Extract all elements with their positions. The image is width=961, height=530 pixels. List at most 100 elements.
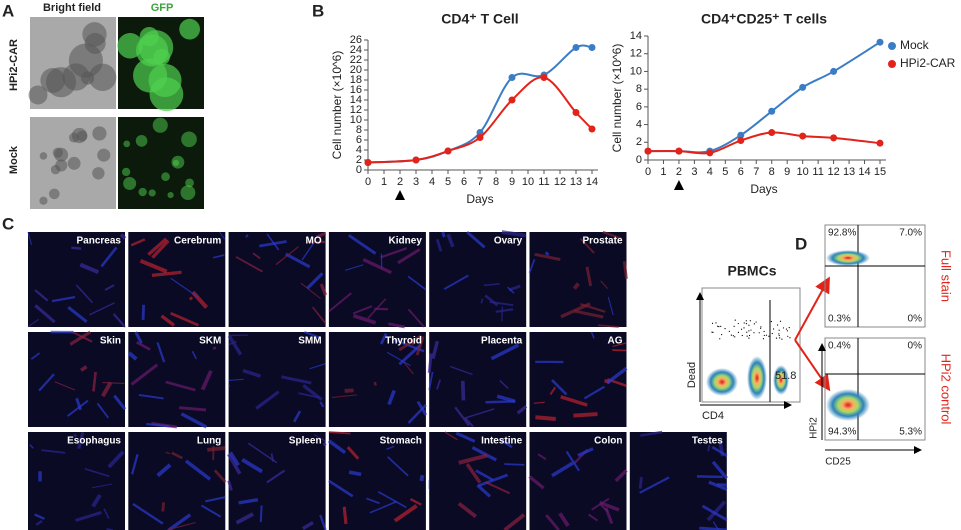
data-point [830,67,838,75]
tissue-stain [342,506,348,525]
tissue-stain [640,430,663,437]
tissue-stain [464,408,495,419]
event [737,322,739,325]
cell-cluster [54,147,69,162]
density [773,365,789,395]
series-line [648,41,881,154]
tissue-stain [252,252,261,260]
tissue-stain [701,504,728,522]
tissue-stain [309,363,326,370]
tissue-image: Pancreas [27,231,127,328]
tissue-stain [638,476,643,489]
tissue-stain [259,505,263,523]
tissue-stain [352,314,377,325]
event [782,327,785,329]
tissue-label: Thyroid [385,336,422,347]
tissue-stain [130,238,146,247]
x-tick-label: 12 [554,176,566,188]
tissue-stain [407,308,425,328]
tissue-image: Colon [528,432,628,530]
cell-cluster [180,185,196,201]
tissue-stain [238,498,259,505]
tissue-stain [91,483,113,489]
x-tick-label: 13 [843,166,855,178]
row-label: HPi2-CAR [8,39,20,91]
panel-label: C [2,214,14,233]
data-point [572,109,580,116]
tissue-image: MO [228,231,328,327]
data-point [476,129,484,136]
event [749,320,751,322]
image-bg [28,332,125,427]
tissue-stain [528,258,536,274]
tissue-stain [38,373,55,392]
tissue-stain [107,450,125,469]
tissue-stain [77,431,85,450]
x-tick-label: 9 [784,166,790,178]
tissue-stain [281,375,312,385]
tissue-stain [170,311,199,327]
tissue-stain [388,322,405,329]
tissue-stain [605,366,628,385]
tissue-stain [235,512,254,525]
event [721,333,723,336]
data-point [508,96,516,104]
tissue-stain [166,521,196,530]
tissue-image: SKM [127,331,226,429]
tissue-stain [597,324,619,328]
quadrant-value: 7.0% [899,228,922,239]
tissue-stain [29,444,34,449]
tissue-stain [600,280,609,289]
tissue-stain [84,468,110,478]
y-tick-label: 14 [630,30,642,42]
tissue-stain [490,343,520,361]
tissue-stain [306,272,324,290]
event [720,325,722,328]
y-tick-label: 0 [356,164,362,176]
image-bg [128,432,226,530]
tissue-stain [328,431,351,435]
event [711,331,713,333]
tissue-stain [241,457,264,474]
data-point [737,137,745,145]
tissue-image: Esophagus [28,431,125,530]
data-point [412,156,420,164]
tissue-stain [147,237,168,256]
x-tick-label: 10 [797,166,809,178]
data-point [830,134,838,142]
tissue-stain [138,393,164,400]
event [741,334,743,337]
image-bg [328,432,426,530]
tissue-stain [212,346,217,351]
tissue-stain [179,406,207,412]
tissue-stain [146,422,170,428]
event [730,334,733,336]
y-tick-label: 26 [350,34,362,46]
tissue-stain [393,504,418,523]
tissue-stain [34,304,56,324]
tissue-image: Stomach [327,431,426,530]
image-bg [228,432,326,530]
x-tick-label: 12 [827,166,839,178]
tissue-stain [579,238,595,254]
data-point [675,147,683,155]
tissue-stain [184,459,212,481]
tissue-stain [544,251,550,257]
data-point [444,147,452,155]
event [750,329,752,331]
y-axis-label: Cell number (×10^6) [330,51,344,160]
data-point [876,139,884,147]
event [779,320,782,322]
chart-title: CD4⁺CD25⁺ T cells [701,11,827,27]
tissue-image: SMM [227,331,326,427]
tissue-stain [171,451,183,460]
tissue-stain [134,331,143,344]
tissue-stain [79,262,100,274]
event [745,320,747,322]
image-bg [28,432,125,530]
tissue-stain [235,256,263,273]
y-tick-label: 8 [356,124,362,136]
tissue-label: Lung [197,436,221,447]
tissue-stain [458,453,488,465]
